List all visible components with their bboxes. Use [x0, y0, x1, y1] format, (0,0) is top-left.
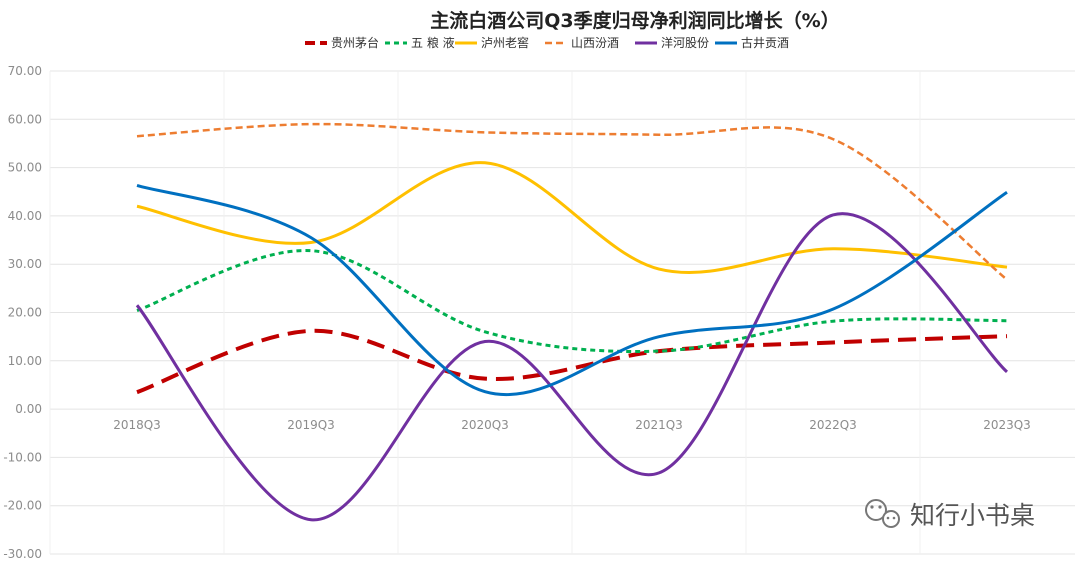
watermark-text: 知行小书桌 — [910, 501, 1035, 530]
y-tick-label: 70.00 — [8, 64, 42, 78]
series-line-4 — [136, 122, 1008, 281]
y-axis: -30.00 -20.00 -10.00 0.00 10.00 20.00 30.00 40.… — [3, 64, 42, 561]
y-tick-label: 20.00 — [8, 306, 42, 320]
x-tick-label: 2022Q3 — [809, 418, 857, 432]
series-line-2 — [136, 249, 1008, 354]
y-tick-label: 40.00 — [8, 209, 42, 223]
legend-label: 洋河股份 — [661, 35, 709, 50]
grid — [49, 70, 1075, 555]
legend-label: 古井贡酒 — [741, 35, 789, 50]
wechat-icon — [865, 499, 900, 528]
legend-label: 五 粮 液 — [411, 35, 455, 50]
legend: 贵州茅台 五 粮 液 泸州老窖 山西汾酒 洋河股份 古井贡酒 — [305, 35, 789, 50]
x-tick-label: 2021Q3 — [635, 418, 683, 432]
y-tick-label: 10.00 — [8, 354, 42, 368]
y-tick-label: 60.00 — [8, 112, 42, 126]
series-line-3 — [136, 161, 1008, 274]
x-tick-label: 2020Q3 — [461, 418, 509, 432]
y-tick-label: 50.00 — [8, 161, 42, 175]
x-tick-label: 2018Q3 — [113, 418, 161, 432]
x-tick-label: 2019Q3 — [287, 418, 335, 432]
y-tick-label: 30.00 — [8, 257, 42, 271]
x-tick-label: 2023Q3 — [983, 418, 1031, 432]
legend-label: 贵州茅台 — [331, 35, 379, 50]
series-line-1 — [136, 328, 1008, 395]
legend-label: 泸州老窖 — [481, 35, 529, 50]
series-line-5 — [135, 212, 1009, 522]
series-line-6 — [136, 184, 1008, 397]
y-tick-label: 0.00 — [15, 402, 42, 416]
legend-label: 山西汾酒 — [571, 36, 619, 50]
series-layer — [135, 122, 1009, 522]
watermark: 知行小书桌 — [865, 499, 1035, 530]
y-tick-label: -30.00 — [3, 547, 42, 561]
x-axis: 2018Q3 2019Q3 2020Q3 2021Q3 2022Q3 2023Q3 — [113, 418, 1031, 432]
y-tick-label: -10.00 — [3, 450, 42, 464]
y-tick-label: -20.00 — [3, 499, 42, 513]
chart-title: 主流白酒公司Q3季度归母净利润同比增长（%） — [430, 9, 839, 32]
